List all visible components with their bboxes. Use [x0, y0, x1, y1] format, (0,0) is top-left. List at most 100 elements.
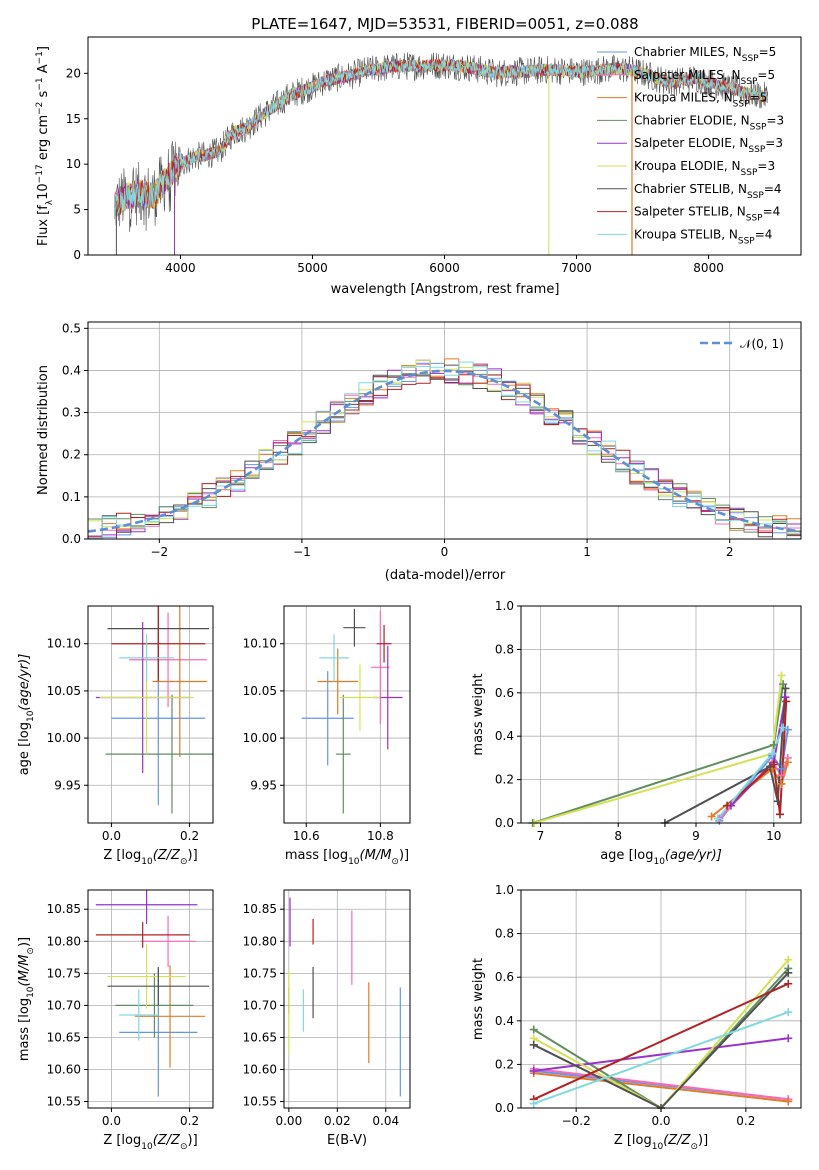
y-tick-label: 10.75	[243, 966, 277, 980]
plot-area	[95, 890, 210, 1097]
x-axis-label: (data-model)/error	[385, 568, 506, 583]
y-tick-label: 10.65	[47, 1030, 81, 1044]
x-tick-label: 7	[537, 829, 545, 843]
y-tick-label: 10	[66, 157, 81, 171]
x-axis-label: Z [log10(Z/Z⊙)]	[103, 1133, 197, 1152]
data-marker	[777, 779, 786, 788]
mass-weight-series	[664, 688, 787, 823]
y-tick-label: 10.75	[47, 966, 81, 980]
data-marker	[529, 1099, 538, 1108]
data-marker	[529, 1066, 538, 1075]
y-tick-label: 10.60	[47, 1063, 81, 1077]
y-tick-label: 0	[73, 248, 81, 262]
data-marker	[776, 810, 784, 819]
data-marker	[783, 725, 792, 734]
data-marker	[783, 758, 792, 767]
y-axis-label: Flux [fλ10−17 erg cm−2 s−1 A−1]	[35, 46, 55, 246]
mass-weight-vs-metallicity-panel: −0.2 0.0 0.2 0.0 0.2 0.4 0.6 0.8 1.0 Z [log10(Z/Z…	[471, 883, 802, 1152]
mass-vs-metallicity-panel: 0.0 0.2 10.55 10.60 10.65 10.70 10.75 10.80 10.8…	[17, 889, 214, 1152]
data-marker	[769, 760, 778, 769]
axes-frame	[87, 605, 214, 824]
data-marker	[529, 1040, 538, 1049]
x-tick-label: 7000	[561, 261, 592, 275]
mass-weight-series	[532, 683, 785, 823]
data-marker	[784, 1034, 793, 1043]
plot-area	[301, 608, 403, 814]
data-marker	[779, 723, 788, 732]
y-tick-label: 10.85	[47, 902, 81, 916]
x-tick-label: −2	[150, 545, 168, 559]
plot-area	[288, 897, 401, 1097]
legend-entry: Chabrier ELODIE, NSSP=3	[634, 113, 784, 132]
x-axis-label: age [log10(age/yr)]	[600, 848, 722, 867]
data-marker	[779, 680, 788, 689]
y-tick-label: 10.00	[47, 731, 81, 745]
mass-weight-series	[533, 1067, 789, 1101]
legend-entry: Salpeter ELODIE, NSSP=3	[634, 136, 783, 155]
x-tick-label: 0.2	[180, 829, 199, 843]
data-marker	[777, 671, 786, 680]
x-axis-label: E(B-V)	[327, 1133, 367, 1148]
x-tick-label: 6000	[429, 261, 460, 275]
x-axis-label: mass [log10(M/M⊙)]	[285, 848, 409, 867]
mass-weight-series	[726, 701, 788, 815]
data-marker	[781, 684, 790, 693]
y-tick-label: 0.2	[495, 1057, 514, 1071]
x-tick-label: 10.6	[293, 829, 320, 843]
age-vs-metallicity-panel: 0.0 0.2 9.95 10.00 10.05 10.10 Z [log10(Z/Z⊙)]…	[17, 605, 214, 867]
y-axis-label: mass [log10(M/M⊙)]	[17, 937, 36, 1061]
data-marker	[784, 1008, 793, 1017]
y-tick-label: 0.4	[495, 1014, 514, 1028]
mass-weight-series	[533, 967, 790, 1108]
y-tick-label: 9.95	[54, 778, 81, 792]
mass-vs-ebv-panel: 0.00 0.02 0.04 10.55 10.60 10.65 10.70 10.75 10.…	[243, 889, 411, 1148]
x-axis-label: wavelength [Angstrom, rest frame]	[331, 282, 560, 297]
mass-weight-series	[533, 982, 789, 1101]
y-tick-label: 0.6	[495, 686, 514, 700]
gaussian-curve	[88, 369, 801, 533]
y-tick-label: 0.4	[62, 363, 81, 377]
x-tick-label: 4000	[165, 261, 196, 275]
y-tick-label: 0.2	[495, 773, 514, 787]
data-marker	[713, 814, 722, 823]
y-tick-label: 0.0	[495, 1101, 514, 1115]
y-tick-label: 10.55	[243, 1095, 277, 1109]
x-tick-label: 0.0	[102, 829, 121, 843]
mass-weight-series	[533, 972, 790, 1108]
x-tick-label: 0.2	[736, 1114, 755, 1128]
data-marker	[777, 771, 786, 780]
data-marker	[529, 1025, 538, 1034]
axes-frame	[520, 605, 802, 824]
data-marker	[773, 797, 782, 806]
mass-weight-series	[533, 1072, 789, 1103]
mass-weight-series	[533, 675, 783, 823]
legend-entry: Chabrier STELIB, NSSP=4	[634, 182, 782, 201]
y-tick-label: 0.1	[62, 490, 81, 504]
y-tick-label: 0.2	[62, 448, 81, 462]
y-tick-label: 0.8	[495, 927, 514, 941]
axes-frame	[283, 889, 411, 1109]
y-tick-label: 0.4	[495, 729, 514, 743]
x-tick-label: 0.04	[372, 1114, 399, 1128]
mass-weight-vs-age-panel: 7 8 9 10 0.0 0.2 0.4 0.6 0.8 1.0 age [log10(age/yr…	[471, 599, 802, 867]
x-tick-label: 5000	[297, 261, 328, 275]
y-tick-label: 10.10	[243, 637, 277, 651]
y-tick-label: 10.80	[47, 934, 81, 948]
y-tick-label: 10.00	[243, 731, 277, 745]
y-tick-label: 0.5	[62, 321, 81, 335]
x-tick-label: 0.0	[102, 1114, 121, 1128]
y-axis-label: age [log10(age/yr)]	[17, 654, 36, 776]
y-tick-label: 10.80	[243, 934, 277, 948]
x-tick-label: 10.8	[367, 829, 394, 843]
x-tick-label: 0.00	[275, 1114, 302, 1128]
figure-title: PLATE=1647, MJD=53531, FIBERID=0051, z=0…	[251, 15, 638, 33]
legend-entry: Salpeter MILES, NSSP=5	[634, 68, 775, 87]
y-tick-label: 10.85	[243, 902, 277, 916]
y-tick-label: 10.65	[243, 1030, 277, 1044]
legend-entry: Salpeter STELIB, NSSP=4	[634, 205, 780, 224]
plot-area	[533, 959, 790, 1108]
legend-entry: Kroupa MILES, NSSP=5	[634, 91, 767, 110]
legend-entry: 𝒩(0, 1)	[740, 337, 784, 351]
residual-histogram-panel: −2 −1 0 1 2 0.0 0.1 0.2 0.3 0.4 0.5 (data-model)/er…	[36, 321, 802, 583]
